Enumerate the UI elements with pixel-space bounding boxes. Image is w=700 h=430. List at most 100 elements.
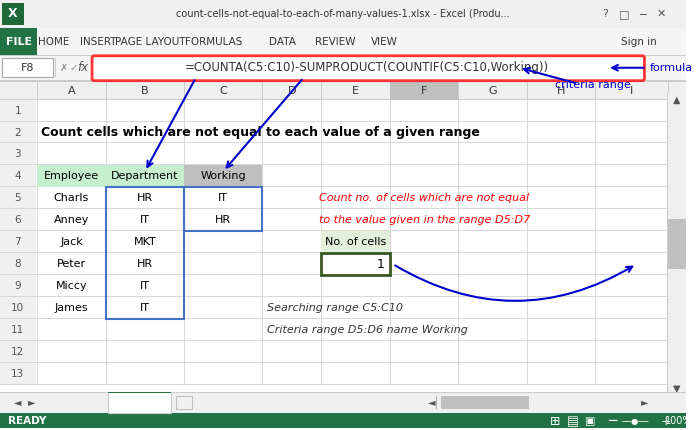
Bar [436, 396, 437, 409]
Text: ▲: ▲ [673, 95, 680, 104]
Text: count-cells-not-equal-to-each-of-many-values-1.xlsx - Excel (Produ...: count-cells-not-equal-to-each-of-many-va… [176, 9, 510, 19]
Bar [321, 100, 322, 384]
Text: PAGE LAYOUT: PAGE LAYOUT [115, 37, 185, 47]
Bar [0, 340, 685, 341]
Bar [0, 164, 685, 166]
Text: ─: ─ [608, 415, 616, 428]
Bar [184, 187, 262, 231]
Text: 13: 13 [11, 369, 25, 378]
Bar [0, 297, 36, 319]
Text: F: F [421, 86, 427, 95]
Text: ▣: ▣ [585, 416, 596, 427]
Bar [37, 100, 38, 384]
Text: ⊞: ⊞ [550, 415, 561, 428]
Bar [0, 81, 685, 82]
Bar [55, 58, 56, 77]
Bar [176, 396, 192, 409]
Text: Jack: Jack [60, 237, 83, 247]
Text: Searching range C5:C10: Searching range C5:C10 [267, 303, 403, 313]
Text: James: James [55, 303, 88, 313]
Text: G: G [489, 86, 497, 95]
Bar [527, 82, 528, 100]
Text: Sheet1: Sheet1 [120, 397, 160, 408]
Bar [106, 187, 184, 319]
Text: 12: 12 [11, 347, 25, 356]
Text: ◄: ◄ [428, 397, 435, 408]
Text: I: I [630, 86, 634, 95]
Bar [421, 392, 651, 414]
Text: 11: 11 [11, 325, 25, 335]
Bar [0, 253, 36, 275]
Bar [0, 122, 36, 144]
Bar [0, 318, 685, 319]
Bar [0, 392, 685, 414]
Bar [0, 275, 36, 297]
Bar [0, 208, 685, 209]
Text: REVIEW: REVIEW [315, 37, 355, 47]
Bar [0, 142, 685, 144]
Text: Sign in: Sign in [621, 37, 657, 47]
Bar [458, 82, 459, 100]
Text: IT: IT [218, 193, 228, 203]
Bar [0, 275, 685, 297]
Bar [37, 82, 38, 100]
Text: formula: formula [650, 63, 692, 73]
Bar [0, 187, 36, 209]
Bar [2, 58, 53, 77]
Text: FORMULAS: FORMULAS [185, 37, 242, 47]
Text: 1: 1 [14, 106, 21, 116]
Text: VIEW: VIEW [370, 37, 398, 47]
Bar [0, 231, 36, 253]
Bar [0, 319, 36, 341]
Text: Working: Working [200, 171, 246, 181]
Bar [0, 414, 685, 428]
Bar [321, 82, 322, 100]
Bar [321, 253, 390, 275]
Text: ?: ? [602, 9, 608, 19]
Bar [0, 319, 685, 341]
Text: DATA: DATA [269, 37, 295, 47]
Text: Anney: Anney [54, 215, 89, 225]
Text: 100%: 100% [665, 416, 692, 427]
Text: INSERT: INSERT [80, 37, 116, 47]
Bar [0, 341, 36, 362]
Bar [0, 144, 685, 166]
Text: ─: ─ [639, 9, 646, 19]
Bar [0, 122, 685, 144]
Bar [0, 231, 685, 253]
Text: MKT: MKT [134, 237, 156, 247]
Text: ✓: ✓ [69, 63, 78, 73]
Text: +: + [178, 396, 190, 409]
Bar [0, 230, 685, 231]
Text: to the value given in the range D5:D7: to the value given in the range D5:D7 [319, 215, 531, 225]
Bar [527, 100, 528, 384]
Text: B: B [141, 86, 149, 95]
Text: Peter: Peter [57, 259, 86, 269]
Bar [37, 166, 106, 187]
Text: ✗: ✗ [60, 63, 68, 73]
Bar [0, 297, 685, 319]
Text: ──●──: ──●── [621, 417, 648, 426]
Text: HR: HR [215, 215, 232, 225]
Bar [321, 253, 390, 275]
Text: Employee: Employee [44, 171, 99, 181]
Bar [0, 186, 685, 187]
Text: IT: IT [140, 281, 150, 291]
Bar [0, 120, 685, 122]
Bar [668, 92, 685, 392]
Text: READY: READY [8, 416, 46, 427]
Text: HR: HR [137, 259, 153, 269]
Text: ►: ► [27, 397, 35, 408]
Text: C: C [219, 86, 228, 95]
FancyBboxPatch shape [92, 56, 645, 81]
Bar [0, 209, 36, 231]
Text: ◄: ◄ [14, 397, 22, 408]
Bar [0, 296, 685, 297]
Bar [0, 166, 36, 187]
Bar [390, 82, 458, 100]
Bar [0, 100, 685, 122]
Text: ►: ► [640, 397, 648, 408]
Bar [0, 144, 36, 166]
Text: 9: 9 [14, 281, 21, 291]
Bar [667, 92, 668, 392]
